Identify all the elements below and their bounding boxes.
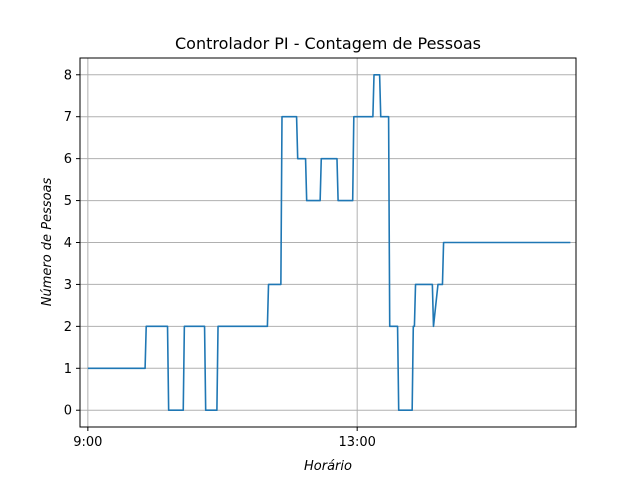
y-tick-label: 1 [64, 362, 72, 377]
y-tick-label: 6 [64, 152, 72, 167]
y-axis: 0 1 2 3 4 5 6 7 8 [64, 68, 80, 419]
x-axis: 9:00 13:00 [73, 427, 376, 450]
y-tick-label: 7 [64, 110, 72, 125]
y-tick-label: 0 [64, 404, 72, 419]
y-tick-label: 3 [64, 278, 72, 293]
y-tick-label: 4 [64, 236, 72, 251]
y-tick-label: 8 [64, 68, 72, 83]
x-tick-label: 9:00 [73, 435, 102, 450]
series-line [87, 73, 571, 412]
chart-title: Controlador PI - Contagem de Pessoas [175, 34, 481, 53]
y-tick-label: 5 [64, 194, 72, 209]
series-layer [87, 73, 571, 412]
y-tick-label: 2 [64, 320, 72, 335]
x-tick-label: 13:00 [338, 435, 375, 450]
y-axis-label: Número de Pessoas [40, 178, 55, 307]
x-axis-label: Horário [304, 459, 352, 474]
